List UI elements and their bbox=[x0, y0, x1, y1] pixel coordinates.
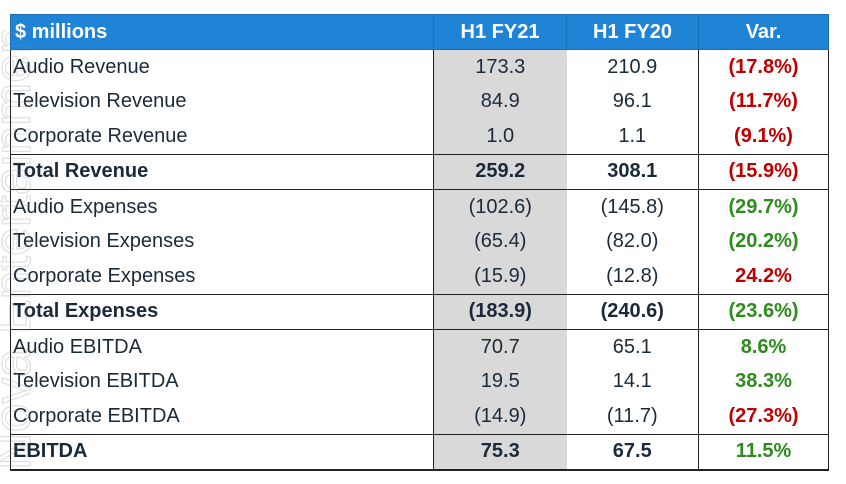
row-label: Total Revenue bbox=[10, 153, 434, 190]
cell-h1-fy20: 308.1 bbox=[566, 153, 699, 190]
row-label: Audio Revenue bbox=[10, 49, 434, 85]
table-row: Audio EBITDA 70.7 65.1 8.6% bbox=[10, 329, 829, 365]
cell-h1-fy20: 65.1 bbox=[566, 329, 699, 365]
cell-h1-fy20: 67.5 bbox=[566, 433, 699, 471]
table-row: Corporate Expenses (15.9) (12.8) 24.2% bbox=[10, 259, 829, 294]
cell-h1-fy21: (102.6) bbox=[433, 189, 567, 225]
cell-variance: (29.7%) bbox=[698, 189, 829, 225]
table-row: Television Expenses (65.4) (82.0) (20.2%) bbox=[10, 224, 829, 259]
row-label: Total Expenses bbox=[10, 293, 434, 330]
cell-h1-fy20: (82.0) bbox=[566, 224, 699, 259]
table-total-row: EBITDA 75.3 67.5 11.5% bbox=[10, 433, 829, 471]
financial-results-table: $ millions H1 FY21 H1 FY20 Var. Audio Re… bbox=[10, 14, 829, 471]
row-label: Audio EBITDA bbox=[10, 329, 434, 365]
cell-h1-fy20: (12.8) bbox=[566, 259, 699, 294]
table-row: Corporate Revenue 1.0 1.1 (9.1%) bbox=[10, 119, 829, 154]
cell-variance: (23.6%) bbox=[698, 293, 829, 330]
row-label: Television Expenses bbox=[10, 224, 434, 259]
table-total-row: Total Revenue 259.2 308.1 (15.9%) bbox=[10, 153, 829, 190]
cell-h1-fy21: 19.5 bbox=[433, 364, 567, 399]
table-header-row: $ millions H1 FY21 H1 FY20 Var. bbox=[10, 14, 829, 50]
cell-h1-fy21: 75.3 bbox=[433, 433, 567, 471]
cell-h1-fy21: 1.0 bbox=[433, 119, 567, 154]
cell-h1-fy21: 259.2 bbox=[433, 153, 567, 190]
cell-h1-fy20: (240.6) bbox=[566, 293, 699, 330]
row-label: Television EBITDA bbox=[10, 364, 434, 399]
row-label: Corporate Expenses bbox=[10, 259, 434, 294]
table-row: Audio Expenses (102.6) (145.8) (29.7%) bbox=[10, 189, 829, 225]
cell-h1-fy21: 70.7 bbox=[433, 329, 567, 365]
table-body: Audio Revenue 173.3 210.9 (17.8%) Television… bbox=[10, 49, 829, 471]
table-row: Television EBITDA 19.5 14.1 38.3% bbox=[10, 364, 829, 399]
row-label: Audio Expenses bbox=[10, 189, 434, 225]
cell-h1-fy21: 84.9 bbox=[433, 84, 567, 119]
row-label: Corporate Revenue bbox=[10, 119, 434, 154]
cell-h1-fy20: 210.9 bbox=[566, 49, 699, 85]
cell-variance: (20.2%) bbox=[698, 224, 829, 259]
cell-variance: (11.7%) bbox=[698, 84, 829, 119]
cell-variance: (27.3%) bbox=[698, 399, 829, 434]
cell-variance: (17.8%) bbox=[698, 49, 829, 85]
cell-h1-fy21: (15.9) bbox=[433, 259, 567, 294]
cell-h1-fy20: 96.1 bbox=[566, 84, 699, 119]
cell-h1-fy21: (183.9) bbox=[433, 293, 567, 330]
cell-variance: 24.2% bbox=[698, 259, 829, 294]
table-row: Audio Revenue 173.3 210.9 (17.8%) bbox=[10, 49, 829, 85]
cell-h1-fy20: (11.7) bbox=[566, 399, 699, 434]
cell-h1-fy21: (65.4) bbox=[433, 224, 567, 259]
cell-h1-fy21: (14.9) bbox=[433, 399, 567, 434]
cell-variance: (15.9%) bbox=[698, 153, 829, 190]
cell-variance: (9.1%) bbox=[698, 119, 829, 154]
header-variance: Var. bbox=[698, 14, 829, 50]
header-h1-fy20: H1 FY20 bbox=[566, 14, 699, 50]
financial-table-container: $ millions H1 FY21 H1 FY20 Var. Audio Re… bbox=[10, 14, 829, 471]
cell-variance: 8.6% bbox=[698, 329, 829, 365]
cell-h1-fy20: 14.1 bbox=[566, 364, 699, 399]
row-label: Television Revenue bbox=[10, 84, 434, 119]
cell-h1-fy20: 1.1 bbox=[566, 119, 699, 154]
cell-h1-fy21: 173.3 bbox=[433, 49, 567, 85]
table-row: Corporate EBITDA (14.9) (11.7) (27.3%) bbox=[10, 399, 829, 434]
header-label: $ millions bbox=[10, 14, 434, 50]
cell-variance: 38.3% bbox=[698, 364, 829, 399]
row-label: Corporate EBITDA bbox=[10, 399, 434, 434]
table-total-row: Total Expenses (183.9) (240.6) (23.6%) bbox=[10, 293, 829, 330]
row-label: EBITDA bbox=[10, 433, 434, 471]
cell-h1-fy20: (145.8) bbox=[566, 189, 699, 225]
table-row: Television Revenue 84.9 96.1 (11.7%) bbox=[10, 84, 829, 119]
cell-variance: 11.5% bbox=[698, 433, 829, 471]
header-h1-fy21: H1 FY21 bbox=[433, 14, 567, 50]
